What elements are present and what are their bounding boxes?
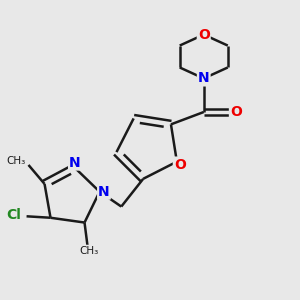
Text: CH₃: CH₃	[79, 246, 98, 256]
Text: O: O	[230, 105, 242, 119]
Text: N: N	[198, 71, 209, 85]
Text: O: O	[174, 158, 186, 172]
Text: N: N	[69, 156, 81, 170]
Text: CH₃: CH₃	[6, 156, 26, 166]
Text: N: N	[98, 185, 110, 199]
Text: Cl: Cl	[6, 208, 21, 222]
Text: O: O	[198, 28, 210, 42]
